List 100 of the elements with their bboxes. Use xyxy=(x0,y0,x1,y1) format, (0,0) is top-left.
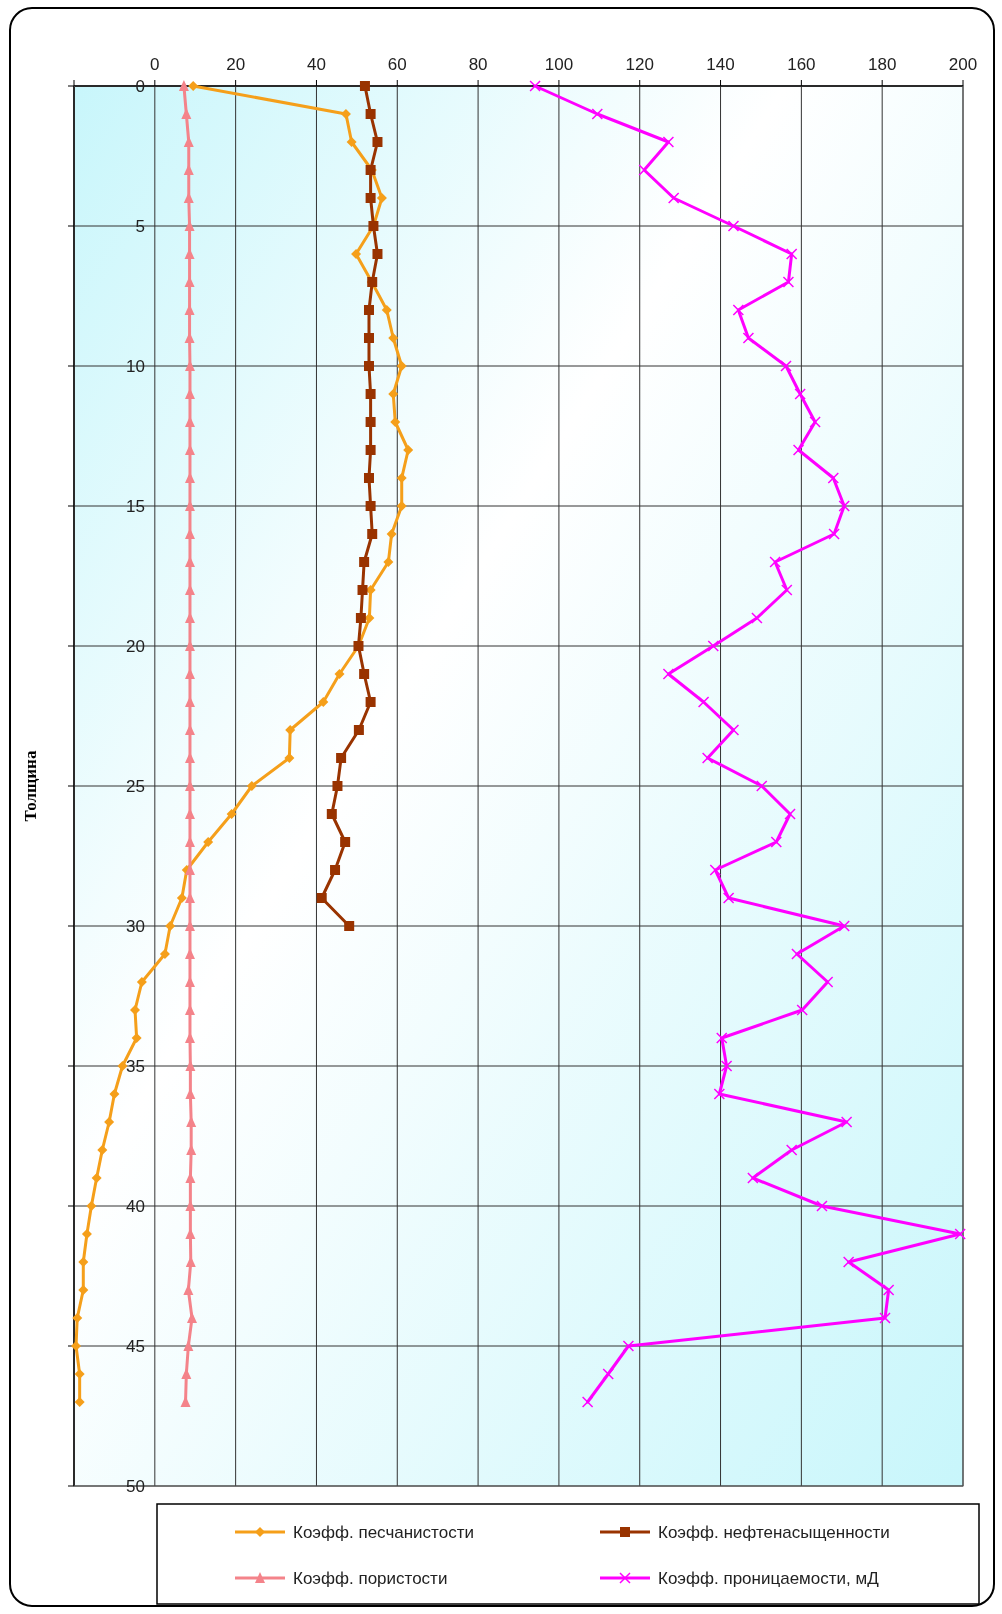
point xyxy=(713,1088,726,1100)
point xyxy=(792,444,805,456)
point xyxy=(74,1397,85,1407)
point xyxy=(390,417,401,427)
point xyxy=(701,752,714,764)
x-tick-label: 140 xyxy=(706,55,735,74)
point xyxy=(388,389,399,399)
point xyxy=(357,585,368,595)
point xyxy=(334,669,345,679)
point xyxy=(183,136,194,147)
point xyxy=(529,80,541,92)
point xyxy=(709,864,722,876)
point xyxy=(104,1117,115,1127)
legend-label: Коэфф. песчанистости xyxy=(293,1523,474,1542)
point xyxy=(183,1284,194,1295)
point xyxy=(732,304,745,316)
point xyxy=(165,921,176,931)
x-tick-label: 100 xyxy=(544,55,574,74)
point xyxy=(388,333,399,343)
point xyxy=(351,249,362,259)
point xyxy=(81,1229,92,1239)
y-tick-label: 5 xyxy=(135,217,145,236)
point xyxy=(136,977,147,987)
point xyxy=(838,500,850,512)
point xyxy=(86,1201,97,1211)
point xyxy=(130,1005,141,1015)
point xyxy=(780,360,792,372)
y-tick-label: 15 xyxy=(126,497,145,516)
point xyxy=(109,1089,120,1099)
point xyxy=(284,753,295,763)
point xyxy=(622,1340,635,1352)
point xyxy=(71,1341,82,1351)
point xyxy=(828,528,840,540)
point xyxy=(97,1145,108,1155)
y-tick-label: 35 xyxy=(126,1057,145,1076)
point xyxy=(359,81,370,91)
y-tick-label: 10 xyxy=(126,357,145,376)
point xyxy=(581,1396,594,1408)
point xyxy=(363,305,374,315)
point xyxy=(840,1116,853,1128)
point xyxy=(353,725,364,735)
point xyxy=(821,976,834,988)
point xyxy=(747,1172,759,1184)
x-tick-label: 120 xyxy=(625,55,654,74)
point xyxy=(785,1144,798,1156)
point xyxy=(226,809,237,819)
x-tick-label: 80 xyxy=(468,55,488,74)
point xyxy=(344,921,355,931)
x-tick-label: 0 xyxy=(150,55,160,74)
point xyxy=(383,557,394,567)
point xyxy=(842,1256,855,1268)
point xyxy=(91,1173,102,1183)
point xyxy=(340,837,351,847)
point xyxy=(796,1004,808,1016)
point xyxy=(74,1369,85,1379)
legend-label: Коэфф. проницаемости, мД xyxy=(658,1569,880,1588)
point xyxy=(396,361,407,371)
point xyxy=(769,556,781,568)
point xyxy=(336,753,347,763)
y-axis-title: Толщина xyxy=(21,750,40,822)
point xyxy=(131,1033,142,1043)
y-tick-label: 20 xyxy=(126,637,145,656)
point xyxy=(809,416,821,428)
point xyxy=(186,1312,197,1323)
point xyxy=(330,865,341,875)
point xyxy=(316,893,327,903)
x-tick-label: 40 xyxy=(306,55,326,74)
point xyxy=(78,1257,89,1267)
point xyxy=(176,893,187,903)
x-tick-label: 160 xyxy=(787,55,816,74)
point xyxy=(727,724,740,736)
point xyxy=(403,445,414,455)
point xyxy=(827,472,840,484)
point xyxy=(365,445,376,455)
point xyxy=(355,613,366,623)
legend-label: Коэфф. нефтенасыщенности xyxy=(658,1523,890,1542)
point xyxy=(188,81,199,91)
point xyxy=(794,388,806,400)
point xyxy=(784,808,796,820)
x-tick-label: 60 xyxy=(387,55,407,74)
point xyxy=(363,473,374,483)
point xyxy=(785,248,798,260)
point xyxy=(365,417,376,427)
point xyxy=(667,192,680,204)
legend-label: Коэфф. пористости xyxy=(293,1569,448,1588)
point xyxy=(332,781,343,791)
point xyxy=(782,276,795,288)
y-tick-label: 25 xyxy=(126,777,145,796)
point xyxy=(181,1368,192,1379)
point xyxy=(396,473,407,483)
point xyxy=(365,389,376,399)
point xyxy=(72,1313,83,1323)
point xyxy=(359,557,370,567)
y-tick-label: 30 xyxy=(126,917,145,936)
point xyxy=(365,109,376,119)
point xyxy=(882,1284,895,1296)
point xyxy=(372,137,383,147)
point xyxy=(363,333,374,343)
point xyxy=(720,1060,733,1072)
point xyxy=(707,640,720,652)
